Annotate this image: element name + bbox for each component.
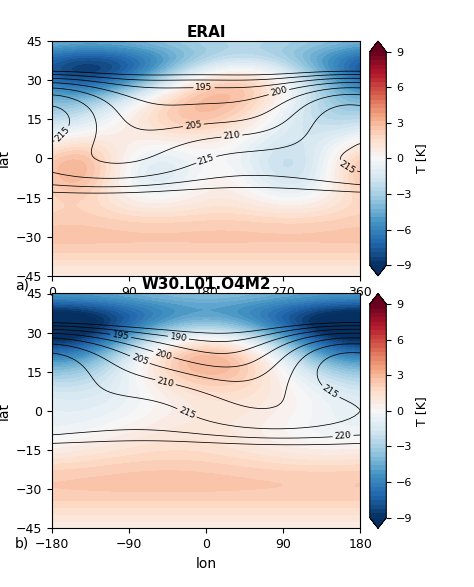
Text: a): a) <box>15 279 29 293</box>
X-axis label: lon: lon <box>196 556 217 571</box>
PathPatch shape <box>370 518 386 528</box>
Text: 200: 200 <box>154 348 173 362</box>
Text: 200: 200 <box>270 86 288 99</box>
Text: 205: 205 <box>130 353 149 367</box>
Text: 195: 195 <box>195 83 213 92</box>
Text: 215: 215 <box>54 125 72 144</box>
Y-axis label: lat: lat <box>0 402 10 420</box>
Text: 190: 190 <box>169 332 188 343</box>
Title: W30.L01.O4M2: W30.L01.O4M2 <box>141 277 271 292</box>
Text: 205: 205 <box>184 120 202 131</box>
Text: 195: 195 <box>111 330 130 342</box>
Text: 215: 215 <box>177 406 197 420</box>
Text: 210: 210 <box>156 376 175 389</box>
Text: 220: 220 <box>334 431 352 441</box>
Text: b): b) <box>15 536 29 550</box>
PathPatch shape <box>370 41 386 52</box>
Text: 215: 215 <box>321 383 340 400</box>
Title: ERAI: ERAI <box>186 25 226 40</box>
Text: 215: 215 <box>197 153 216 166</box>
PathPatch shape <box>370 265 386 276</box>
Y-axis label: lat: lat <box>0 150 10 167</box>
Y-axis label: T [K]: T [K] <box>415 396 428 426</box>
Text: 210: 210 <box>223 131 241 141</box>
Y-axis label: T [K]: T [K] <box>415 144 428 173</box>
Text: 215: 215 <box>338 158 357 176</box>
PathPatch shape <box>370 294 386 304</box>
